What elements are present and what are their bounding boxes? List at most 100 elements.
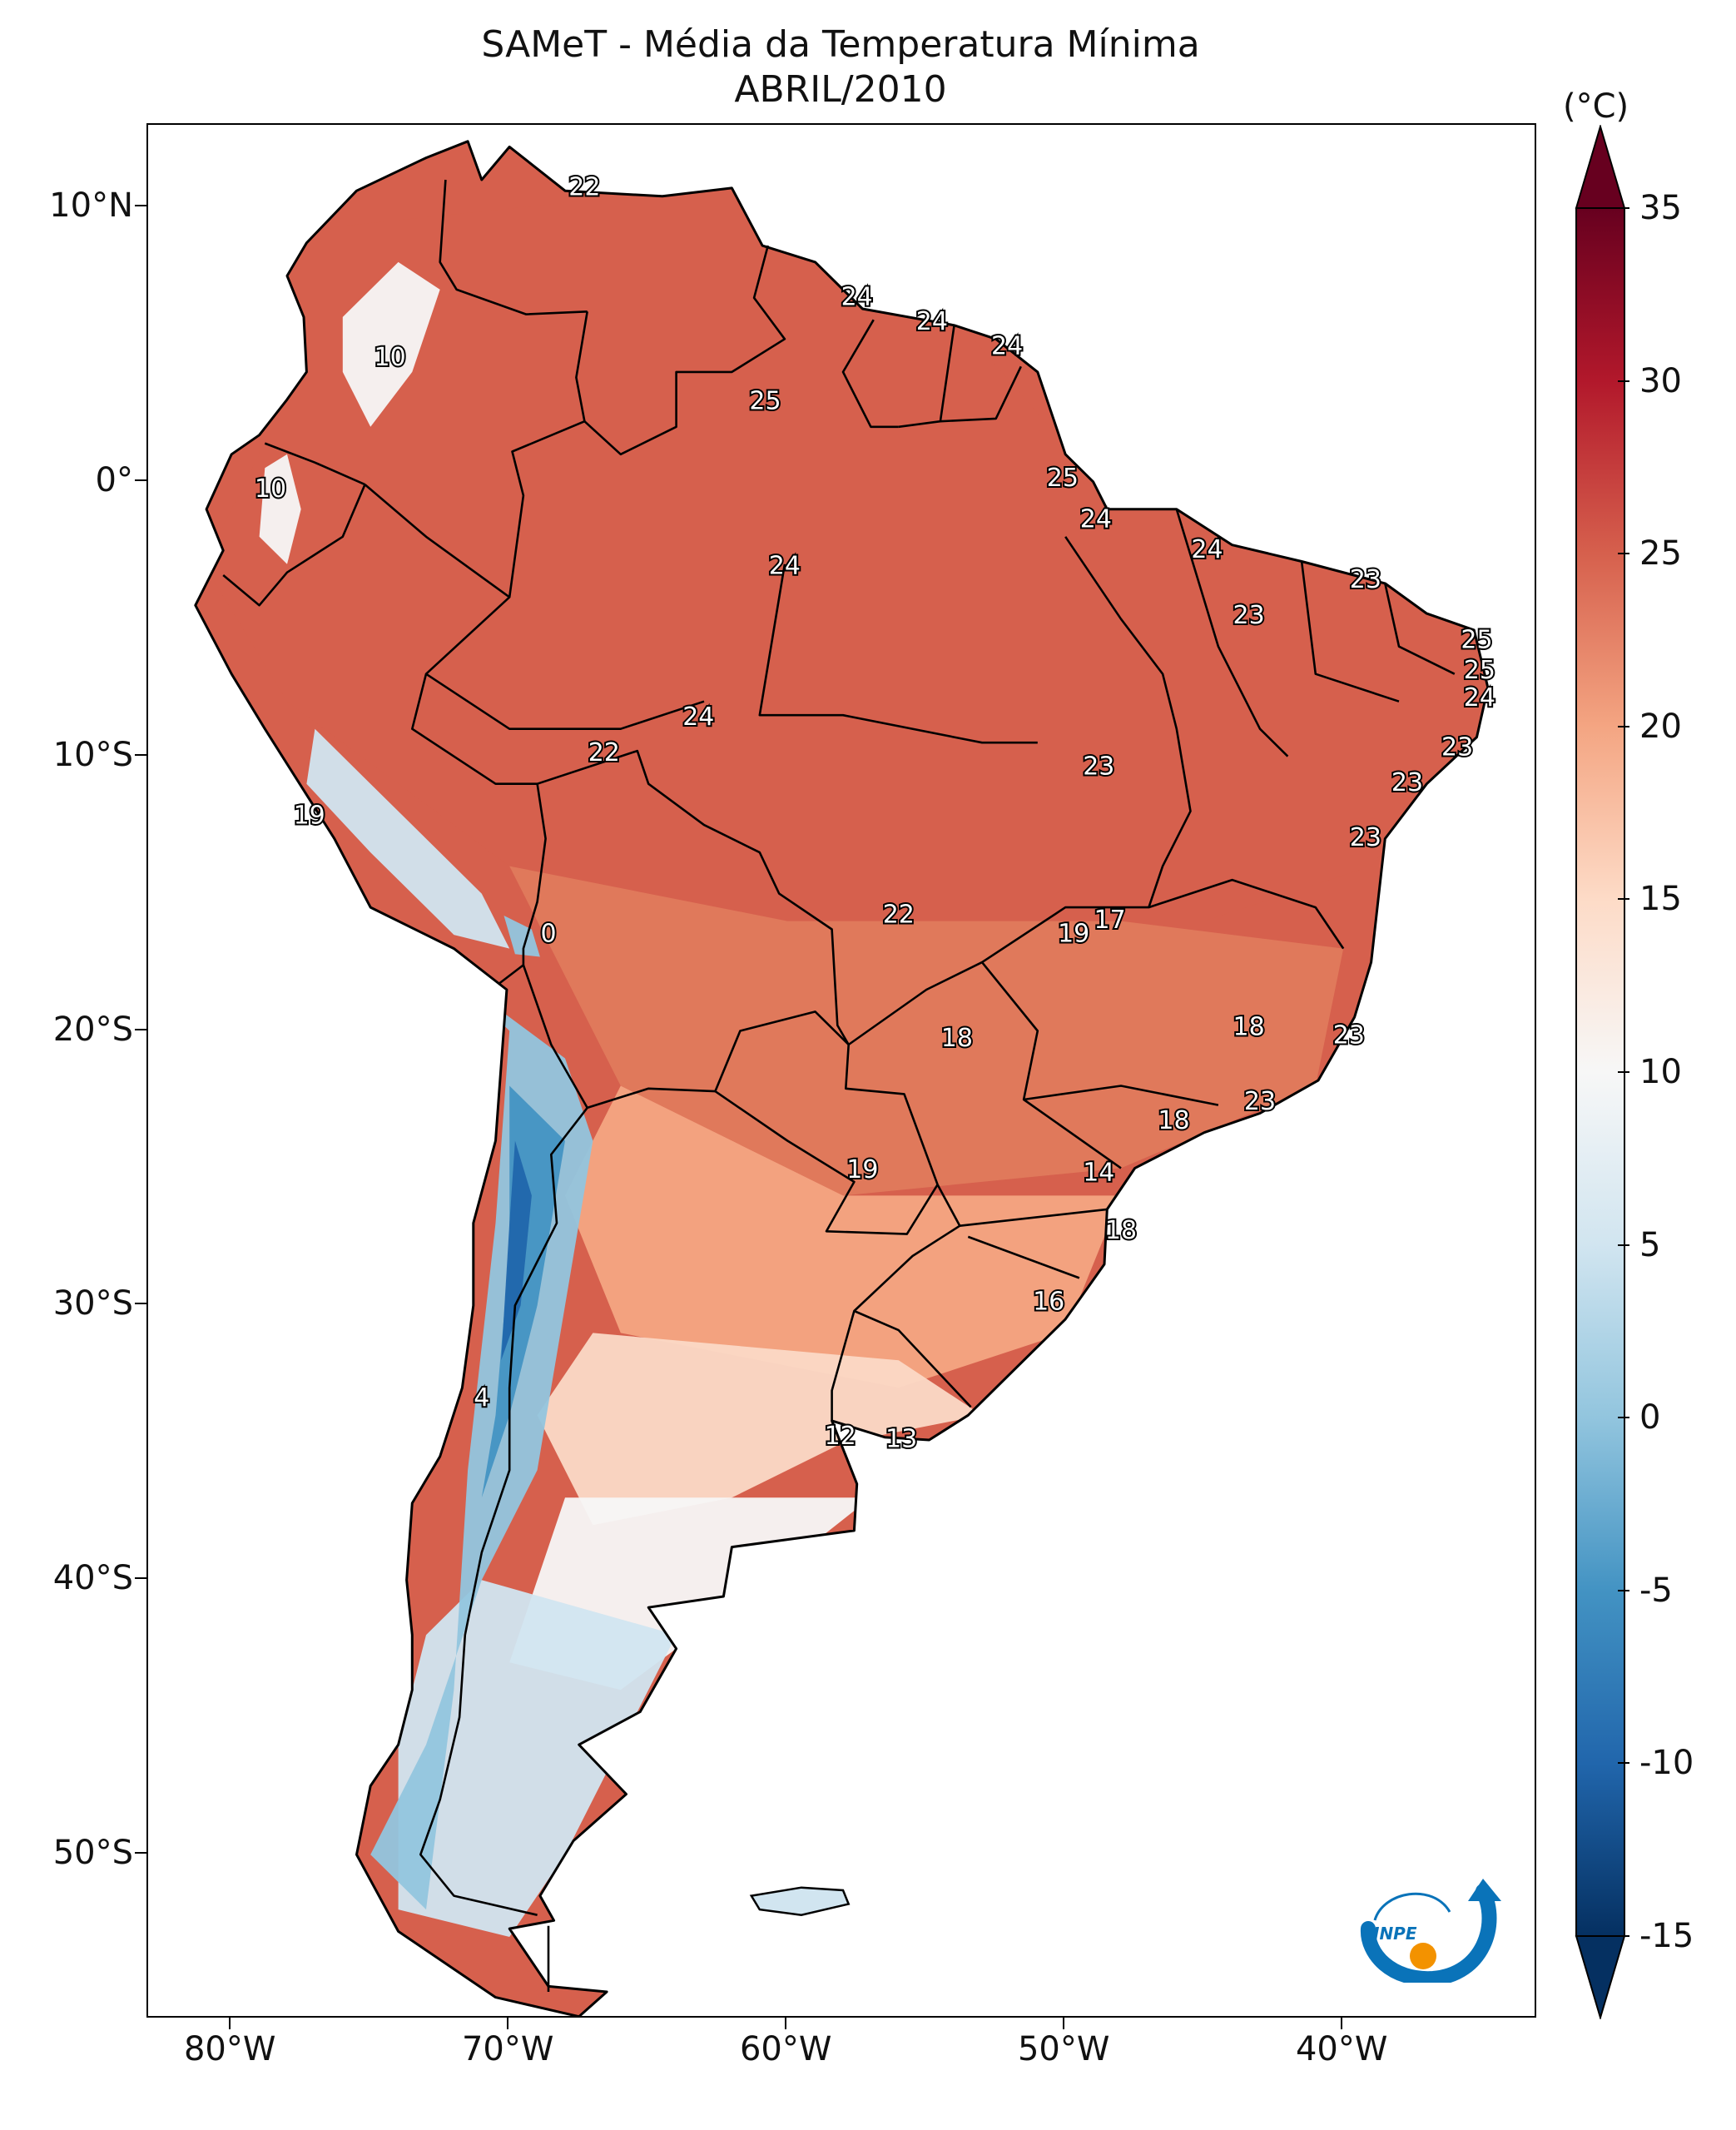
map-title: SAMeT - Média da Temperatura Mínima: [481, 23, 1200, 66]
temperature-label: 13: [885, 1425, 917, 1454]
temperature-label: 24: [1080, 505, 1112, 534]
temperature-zone: [306, 728, 510, 949]
colorbar-tick-label: 10: [1639, 1053, 1682, 1091]
boundary-line: [264, 442, 366, 486]
latitude-tickmark: [135, 1303, 146, 1305]
colorbar-tick-label: 5: [1639, 1225, 1661, 1264]
latitude-tick-label: 40°S: [52, 1559, 133, 1598]
boundary-line: [587, 1010, 850, 1110]
logo-orbit: [1373, 1892, 1451, 1921]
boundary-line: [498, 783, 547, 986]
temperature-label: 23: [1350, 565, 1381, 594]
colorbar: [1575, 125, 1626, 2019]
longitude-tick-label: 70°W: [461, 2030, 554, 2068]
temperature-label: 25: [1461, 626, 1492, 655]
latitude-tick-label: 10°N: [49, 186, 133, 225]
boundary-line: [583, 245, 786, 456]
map-subtitle: ABRIL/2010: [734, 68, 947, 111]
colorbar-tick-label: 20: [1639, 707, 1682, 746]
temperature-zone: [501, 1140, 532, 1361]
temperature-label: 23: [1333, 1021, 1365, 1050]
longitude-tickmark: [1063, 2018, 1065, 2029]
boundary-line: [508, 311, 588, 598]
boundary-line: [425, 673, 705, 731]
temperature-label: 10: [374, 343, 406, 372]
colorbar-tick-label: 35: [1639, 189, 1682, 227]
latitude-tickmark: [135, 1577, 146, 1580]
temperature-label: 16: [1033, 1288, 1064, 1317]
colorbar-unit: (°C): [1563, 87, 1629, 126]
boundary-line: [940, 365, 1022, 423]
temperature-label: 0: [540, 920, 556, 949]
colorbar-max-extend: [1575, 125, 1626, 209]
temperature-zone: [537, 1333, 982, 1526]
colorbar-tick-label: 25: [1639, 534, 1682, 573]
boundary-line: [758, 564, 1038, 744]
temperature-zone: [259, 454, 301, 564]
latitude-tickmark: [135, 1028, 146, 1030]
colorbar-tick-label: 30: [1639, 361, 1682, 400]
boundary-line: [980, 961, 1122, 1169]
longitude-tickmark: [507, 2018, 509, 2029]
temperature-label: 10: [255, 474, 286, 504]
falklands-island: [749, 1886, 851, 1916]
colorbar-tickmark: [1618, 1071, 1629, 1073]
boundary-line: [967, 1235, 1080, 1279]
map-panel: 22 24 24 24 10 25 25 10 24 24 24 23 23 25 25 24 24 23 22 23…: [146, 123, 1536, 2018]
longitude-tick-label: 60°W: [739, 2030, 832, 2068]
temperature-label: 19: [294, 802, 325, 831]
temperature-label: 25: [749, 387, 781, 416]
colorbar-tickmark: [1618, 1935, 1629, 1937]
colorbar-tick-label: -10: [1639, 1744, 1694, 1783]
colorbar-tick-label: -5: [1639, 1571, 1673, 1610]
latitude-tick-label: 20°S: [52, 1010, 133, 1049]
boundary-line: [960, 1208, 1108, 1227]
longitude-tick-label: 50°W: [1017, 2030, 1110, 2068]
latitude-tickmark: [135, 479, 146, 481]
boundary-lines: [222, 179, 1456, 1992]
boundary-line: [1300, 561, 1400, 703]
logo-sun: [1410, 1943, 1436, 1969]
temperature-label: 24: [841, 282, 873, 311]
boundary-line: [841, 319, 899, 429]
temperature-label: 17: [1094, 906, 1126, 935]
temperature-zone: [398, 1580, 677, 1937]
boundary-line: [1384, 583, 1456, 675]
colorbar-min-extend: [1575, 1935, 1626, 2019]
longitude-tickmark: [785, 2018, 787, 2029]
longitude-tick-label: 80°W: [183, 2030, 276, 2068]
temperature-zone: [509, 866, 1344, 1196]
temperature-label: 25: [1464, 656, 1495, 685]
boundary-line: [522, 964, 588, 1109]
temperature-label: 23: [1244, 1087, 1276, 1116]
temperature-label: 24: [682, 703, 714, 732]
boundary-line: [847, 536, 1192, 1046]
temperature-zone: [481, 1085, 565, 1498]
temperature-label: 19: [1058, 920, 1089, 949]
latitude-tick-label: 10°S: [52, 735, 133, 774]
colorbar-tickmark: [1618, 207, 1629, 209]
inpe-logo: INPE: [1358, 1874, 1508, 1987]
longitude-tick-label: 40°W: [1295, 2030, 1388, 2068]
latitude-tick-label: 30°S: [52, 1284, 133, 1323]
temperature-label: 24: [916, 307, 948, 336]
temperature-label: 22: [568, 172, 600, 201]
longitude-tickmark: [229, 2018, 231, 2029]
colorbar-tickmark: [1618, 1244, 1629, 1246]
colorbar-tickmark: [1618, 380, 1629, 382]
temperature-label: 23: [1391, 768, 1423, 797]
colorbar-tick-label: -15: [1639, 1917, 1694, 1955]
temperature-label: 14: [1083, 1159, 1114, 1188]
logo-text: INPE: [1373, 1924, 1417, 1944]
colorbar-tickmark: [1618, 725, 1629, 727]
colorbar-tickmark: [1618, 898, 1629, 901]
temperature-zone: [203, 180, 1483, 921]
temperature-label: 19: [846, 1155, 878, 1184]
latitude-tickmark: [135, 204, 146, 206]
temperature-label: 23: [1233, 601, 1265, 630]
colorbar-tick-label: 0: [1639, 1398, 1661, 1437]
boundary-line: [222, 484, 366, 607]
temperature-label: 12: [825, 1422, 856, 1451]
temperature-label: 24: [769, 552, 801, 581]
